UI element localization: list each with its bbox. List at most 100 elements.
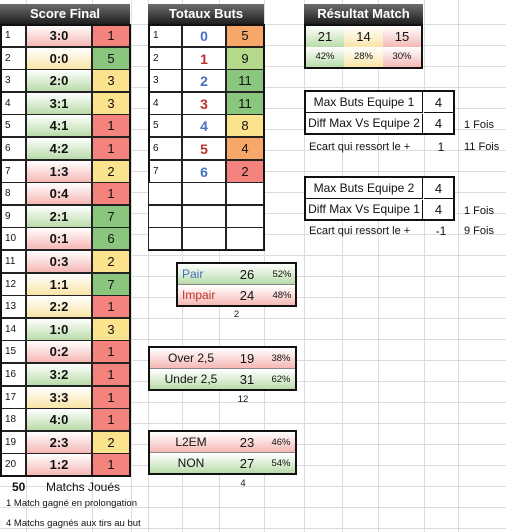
pair-row: Pair 26 52% (178, 264, 295, 285)
score-count: 3 (92, 92, 130, 115)
score-row: 16 3:2 1 (0, 363, 130, 386)
score-row: 7 1:3 2 (0, 160, 130, 183)
score-value: 3:2 (26, 363, 92, 386)
under-value: 31 (239, 372, 255, 387)
gridline-h (0, 423, 506, 424)
score-value: 0:2 (26, 340, 92, 363)
score-count: 7 (92, 273, 130, 296)
score-count: 1 (92, 453, 130, 476)
gridline-h (0, 255, 506, 256)
score-value: 2:3 (26, 431, 92, 454)
gridline-v (148, 0, 149, 532)
totaux-count: 5 (226, 24, 264, 47)
impair-row: Impair 24 48% (178, 286, 295, 305)
gridline-h (0, 318, 506, 319)
l2em-pct: 46% (271, 437, 291, 448)
under-label: Under 2,5 (164, 372, 218, 386)
score-row-number: 16 (0, 363, 26, 386)
score-value: 3:1 (26, 92, 92, 115)
score-count: 1 (92, 137, 130, 160)
gridline-v (424, 0, 425, 532)
non-pct: 54% (271, 458, 291, 469)
totaux-count: 11 (226, 69, 264, 92)
diff-max-equipe1-label: Diff Max Vs Equipe 1 (306, 200, 423, 219)
score-value: 0:1 (26, 227, 92, 250)
ecart-equipe2-value: -1 (435, 224, 447, 238)
score-row-number: 14 (0, 318, 26, 341)
score-row-number: 4 (0, 92, 26, 115)
matchs-label: Matchs Joués (46, 480, 121, 494)
totaux-goals: 2 (182, 69, 226, 92)
gridline-h (0, 507, 506, 508)
score-row: 5 4:1 1 (0, 114, 130, 137)
draws: 14 (344, 26, 383, 47)
totaux-row-number: 3 (148, 69, 182, 92)
totaux-empty-cell (148, 205, 182, 228)
score-row: 19 2:3 2 (0, 431, 130, 454)
score-row-number: 5 (0, 114, 26, 137)
score-row: 1 3:0 1 (0, 24, 130, 47)
totaux-row-number: 6 (148, 137, 182, 160)
score-row-number: 10 (0, 227, 26, 250)
gridline-h (0, 528, 506, 529)
ecart-equipe1-value: 1 (437, 140, 445, 154)
score-count: 3 (92, 69, 130, 92)
l2em-value: 23 (239, 435, 255, 450)
score-row: 14 1:0 3 (0, 318, 130, 341)
impair-label: Impair (182, 288, 216, 302)
l2em-row: L2EM 23 46% (150, 432, 295, 453)
score-count: 1 (92, 340, 130, 363)
totaux-empty-cell (148, 182, 182, 205)
score-value: 1:2 (26, 453, 92, 476)
score-count: 1 (92, 408, 130, 431)
totaux-row-number: 2 (148, 47, 182, 70)
score-value: 3:3 (26, 386, 92, 409)
non-value: 27 (239, 456, 255, 471)
impair-pct: 48% (272, 290, 292, 301)
diff-max-equipe2-label: Diff Max Vs Equipe 2 (306, 114, 423, 133)
score-row: 20 1:2 1 (0, 453, 130, 476)
score-count: 1 (92, 295, 130, 318)
score-value: 0:0 (26, 47, 92, 70)
totaux-goals: 4 (182, 114, 226, 137)
totaux-count: 11 (226, 92, 264, 115)
score-value: 4:1 (26, 114, 92, 137)
equipe1-box: Max Buts Equipe 1 4 Diff Max Vs Equipe 2… (304, 90, 455, 135)
under-row: Under 2,5 31 62% (150, 370, 295, 389)
matchs-count: 50 (12, 480, 26, 494)
score-row-number: 1 (0, 24, 26, 47)
gridline-v (131, 0, 132, 532)
gridline-h (0, 402, 506, 403)
diff-max-equipe1-value: 4 (434, 202, 443, 217)
score-row-number: 11 (0, 250, 26, 273)
totaux-empty-cell (182, 182, 226, 205)
l2em-label: L2EM (175, 435, 207, 449)
ecart-equipe1-fois: 11 Fois (464, 141, 500, 153)
score-row: 3 2:0 3 (0, 69, 130, 92)
pair-impair-box: Pair 26 52% Impair 24 48% (176, 262, 297, 307)
score-row: 11 0:3 2 (0, 250, 130, 273)
totaux-row-number: 4 (148, 92, 182, 115)
over-row: Over 2,5 19 38% (150, 348, 295, 369)
non-label: NON (177, 456, 205, 470)
score-row: 13 2:2 1 (0, 295, 130, 318)
pair-value: 26 (239, 267, 255, 282)
score-row: 12 1:1 7 (0, 273, 130, 296)
score-row: 8 0:4 1 (0, 182, 130, 205)
score-row-number: 8 (0, 182, 26, 205)
totaux-buts-header: Totaux Buts (148, 4, 264, 24)
away-pct: 30% (383, 47, 421, 67)
equipe2-box: Max Buts Equipe 2 4 Diff Max Vs Equipe 1… (304, 176, 455, 221)
score-row: 6 4:2 1 (0, 137, 130, 160)
draw-pct: 28% (344, 47, 383, 67)
resultat-match-box: 21 14 15 42% 28% 30% (304, 24, 423, 69)
score-count: 1 (92, 363, 130, 386)
over-under-diff: 12 (237, 394, 249, 405)
ecart-equipe2-label: Ecart qui ressort le + (309, 225, 411, 237)
ecart-equipe2-fois: 9 Fois (464, 225, 494, 237)
score-count: 2 (92, 160, 130, 183)
score-row-number: 7 (0, 160, 26, 183)
over-pct: 38% (271, 353, 291, 364)
score-count: 5 (92, 47, 130, 70)
